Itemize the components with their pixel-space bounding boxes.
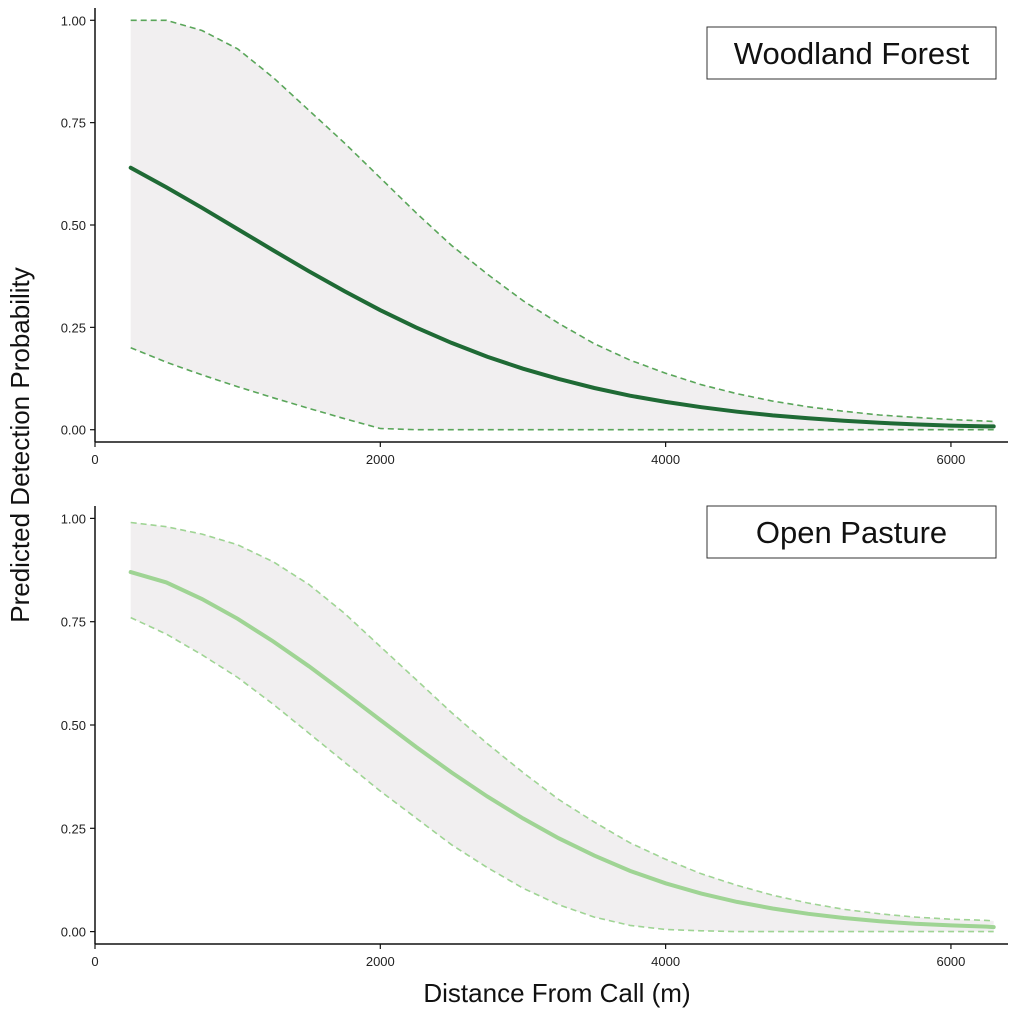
- y-tick-label: 1.00: [61, 511, 86, 526]
- y-axis-label: Predicted Detection Probability: [5, 267, 35, 623]
- x-tick-label: 0: [91, 452, 98, 467]
- prediction-line: [128, 570, 996, 930]
- lower-bound-line: [130, 616, 994, 933]
- y-tick-label: 1.00: [61, 13, 86, 28]
- upper-bound-line: [130, 521, 994, 922]
- x-tick-label: 2000: [366, 452, 395, 467]
- prediction-line: [128, 165, 996, 429]
- y-tick-label: 0.25: [61, 320, 86, 335]
- confidence-band: [130, 522, 994, 932]
- y-tick-label: 0.00: [61, 423, 86, 438]
- panel-title: Woodland Forest: [734, 36, 970, 71]
- y-tick-label: 0.75: [61, 116, 86, 131]
- x-tick-label: 4000: [651, 452, 680, 467]
- x-tick-label: 0: [91, 954, 98, 969]
- x-axis-label: Distance From Call (m): [423, 978, 690, 1008]
- panel-woodland-forest: 0.00 0.25 0.50 0.75 1.00 0 2000 4000 6000 Woodlan…: [61, 8, 1008, 467]
- y-tick-label: 0.50: [61, 718, 86, 733]
- confidence-band: [130, 20, 994, 430]
- y-tick-label: 0.75: [61, 615, 86, 630]
- y-tick-label: 0.25: [61, 821, 86, 836]
- x-tick-label: 6000: [936, 954, 965, 969]
- panel-title-box: [706, 505, 997, 559]
- x-tick-label: 2000: [366, 954, 395, 969]
- panel-title-box: [706, 26, 997, 80]
- x-tick-label: 4000: [651, 954, 680, 969]
- panel-open-pasture: 0.00 0.25 0.50 0.75 1.00 0 2000 4000 6000 Open Pa…: [61, 505, 1008, 969]
- lower-bound-line: [130, 347, 994, 431]
- panel-title: Open Pasture: [756, 515, 947, 550]
- y-tick-label: 0.00: [61, 925, 86, 940]
- y-tick-label: 0.50: [61, 218, 86, 233]
- x-tick-label: 6000: [936, 452, 965, 467]
